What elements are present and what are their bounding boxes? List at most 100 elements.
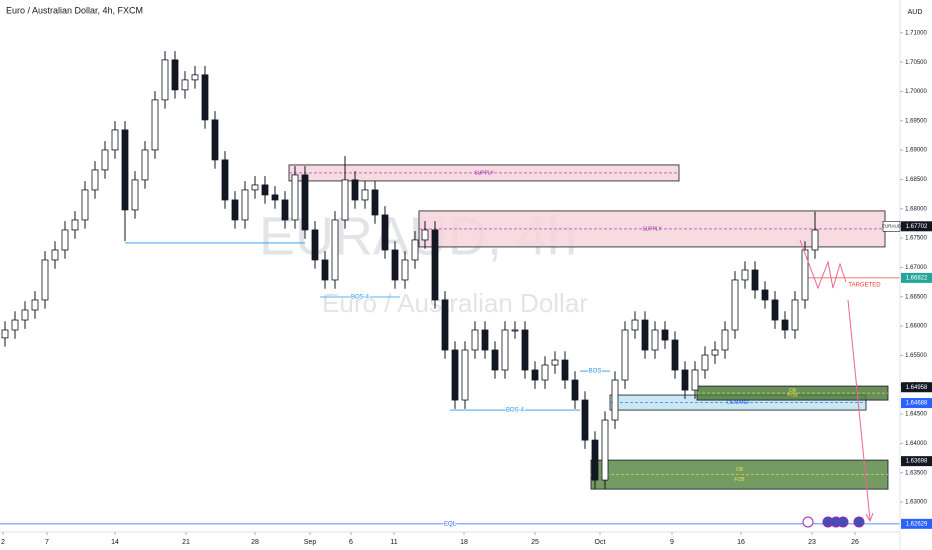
price-tag bbox=[901, 382, 932, 393]
y-tick-label: 1.69000 bbox=[905, 148, 927, 154]
zone-label: FOB bbox=[787, 393, 798, 399]
candle-body bbox=[401, 259, 409, 281]
zone-label: SUPPLY bbox=[642, 226, 662, 232]
candle-body bbox=[331, 219, 339, 281]
x-tick-label: 2 bbox=[1, 539, 5, 546]
candle-body bbox=[151, 99, 159, 151]
zone-label: DEMAND bbox=[727, 400, 749, 406]
projection-path bbox=[799, 239, 871, 521]
event-icons bbox=[802, 516, 865, 528]
x-tick-label: 28 bbox=[251, 539, 259, 546]
y-tick-label: 1.68500 bbox=[905, 177, 927, 183]
candle-body bbox=[561, 359, 569, 381]
candle-body bbox=[701, 354, 709, 371]
y-tick-label: 1.67500 bbox=[905, 236, 927, 242]
candle-body bbox=[771, 299, 779, 321]
candle-body bbox=[641, 319, 649, 351]
y-tick-label: 1.66000 bbox=[905, 324, 927, 330]
candle-body bbox=[711, 349, 719, 356]
chart-title: Euro / Australian Dollar, 4h, FXCM bbox=[6, 5, 143, 15]
candle-body bbox=[621, 329, 629, 381]
candle-body bbox=[421, 229, 429, 241]
candle-body bbox=[111, 129, 119, 151]
candle-body bbox=[91, 169, 99, 191]
candle-body bbox=[751, 269, 759, 291]
candle-body bbox=[591, 439, 599, 481]
x-tick-label: Oct bbox=[595, 539, 606, 546]
candle-body bbox=[31, 299, 39, 311]
y-tick-label: 1.63500 bbox=[905, 470, 927, 476]
candle-body bbox=[261, 184, 269, 196]
candle-body bbox=[191, 74, 199, 81]
candle-body bbox=[361, 189, 369, 201]
candle-body bbox=[121, 129, 129, 211]
candle-body bbox=[781, 319, 789, 331]
candle-body bbox=[291, 174, 299, 221]
y-tick-label: 1.64500 bbox=[905, 412, 927, 418]
candle-body bbox=[311, 229, 319, 261]
candle-body bbox=[241, 189, 249, 221]
zone-label: FOB bbox=[734, 477, 745, 483]
x-tick-label: 9 bbox=[670, 539, 674, 546]
candle-body bbox=[281, 199, 289, 221]
price-tag-value: 1.67702 bbox=[906, 224, 928, 230]
currency: AUD bbox=[908, 9, 923, 16]
candle-body bbox=[381, 214, 389, 251]
candle-body bbox=[811, 229, 819, 251]
candle-body bbox=[351, 179, 359, 201]
x-tick-label: 26 bbox=[851, 539, 859, 546]
y-tick-label: 1.63000 bbox=[905, 500, 927, 506]
candle-body bbox=[231, 199, 239, 221]
candle-body bbox=[661, 329, 669, 341]
price-tag bbox=[901, 272, 932, 283]
candle-body bbox=[271, 194, 279, 201]
y-tick-label: 1.65500 bbox=[905, 353, 927, 359]
x-tick-label: 11 bbox=[390, 539, 397, 546]
level-label: TARGETED bbox=[848, 282, 881, 288]
zone-label: OB bbox=[789, 388, 797, 394]
candle-body bbox=[41, 259, 49, 301]
price-tag bbox=[901, 398, 932, 409]
price-tag-value: 1.62629 bbox=[906, 521, 928, 527]
price-tag-value: 1.66822 bbox=[906, 275, 928, 281]
candle-body bbox=[581, 399, 589, 441]
candle-body bbox=[21, 309, 29, 321]
y-tick-label: 1.64000 bbox=[905, 441, 927, 447]
x-tick-label: 25 bbox=[531, 539, 539, 546]
candle-body bbox=[161, 59, 169, 101]
candle-body bbox=[1, 329, 9, 339]
x-tick-label: 7 bbox=[45, 539, 49, 546]
candle-body bbox=[681, 369, 689, 391]
candle-body bbox=[491, 349, 499, 371]
candle-body bbox=[61, 229, 69, 251]
candle-body bbox=[81, 189, 89, 221]
watermark-subtitle: Euro / Australian Dollar bbox=[322, 288, 588, 318]
candle-body bbox=[321, 259, 329, 281]
candle-body bbox=[371, 189, 379, 216]
candle-body bbox=[671, 339, 679, 371]
candle-body bbox=[721, 329, 729, 351]
x-tick-label: 14 bbox=[111, 539, 119, 546]
price-tag bbox=[901, 221, 932, 232]
x-tick-label: 18 bbox=[460, 539, 468, 546]
price-tag-name: EURAUD bbox=[882, 223, 902, 228]
x-tick-label: 21 bbox=[182, 539, 190, 546]
candle-body bbox=[201, 74, 209, 121]
price-tag bbox=[901, 456, 932, 467]
candle-body bbox=[411, 239, 419, 261]
price-tag bbox=[901, 518, 932, 529]
candle-body bbox=[341, 179, 349, 221]
candle-body bbox=[541, 364, 549, 381]
candle-body bbox=[791, 299, 799, 331]
candle-body bbox=[301, 174, 309, 231]
price-tag-value: 1.64688 bbox=[906, 401, 928, 407]
level-label: EQL bbox=[444, 521, 457, 527]
y-tick-label: 1.68000 bbox=[905, 206, 927, 212]
zone-label: SUPPLY bbox=[474, 170, 494, 176]
candle-body bbox=[141, 149, 149, 181]
price-tag-value: 1.63698 bbox=[906, 459, 928, 465]
candle-body bbox=[631, 319, 639, 331]
candle-body bbox=[171, 59, 179, 91]
x-tick-label: 16 bbox=[737, 539, 745, 546]
